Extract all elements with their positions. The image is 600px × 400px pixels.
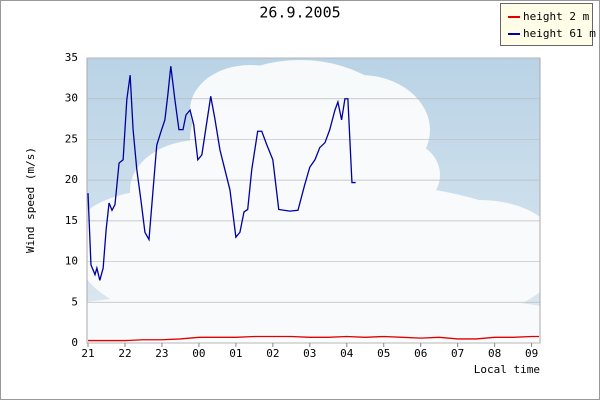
x-tick-label: 22 [118,347,131,360]
y-axis-label: Wind speed (m/s) [24,147,37,253]
plot-background [87,58,540,343]
x-tick-label: 01 [229,347,242,360]
x-tick-label: 06 [414,347,427,360]
x-tick-label: 04 [340,347,354,360]
x-tick-label: 05 [377,347,390,360]
x-tick-label: 21 [81,347,94,360]
legend-label: height 61 m [523,27,596,40]
x-axis-label: Local time [474,363,540,376]
y-tick-label: 25 [65,132,78,145]
data-line [88,335,539,342]
y-tick-label: 15 [65,214,78,227]
x-tick-label: 02 [266,347,279,360]
x-tick-label: 09 [525,347,538,360]
x-tick-label: 00 [192,347,205,360]
y-tick-label: 5 [71,295,78,308]
y-tick-label: 35 [65,51,78,64]
y-tick-label: 10 [65,255,78,268]
y-tick-label: 20 [65,173,78,186]
x-tick-label: 23 [155,347,168,360]
x-tick-label: 07 [451,347,464,360]
y-tick-label: 30 [65,92,78,105]
y-tick-label: 0 [71,336,78,349]
x-tick-label: 08 [488,347,501,360]
chart-title: 26.9.2005 [259,4,340,22]
data-line [87,66,356,281]
x-tick-label: 03 [303,347,316,360]
legend-label: height 2 m [523,10,590,23]
legend-box [500,3,593,46]
